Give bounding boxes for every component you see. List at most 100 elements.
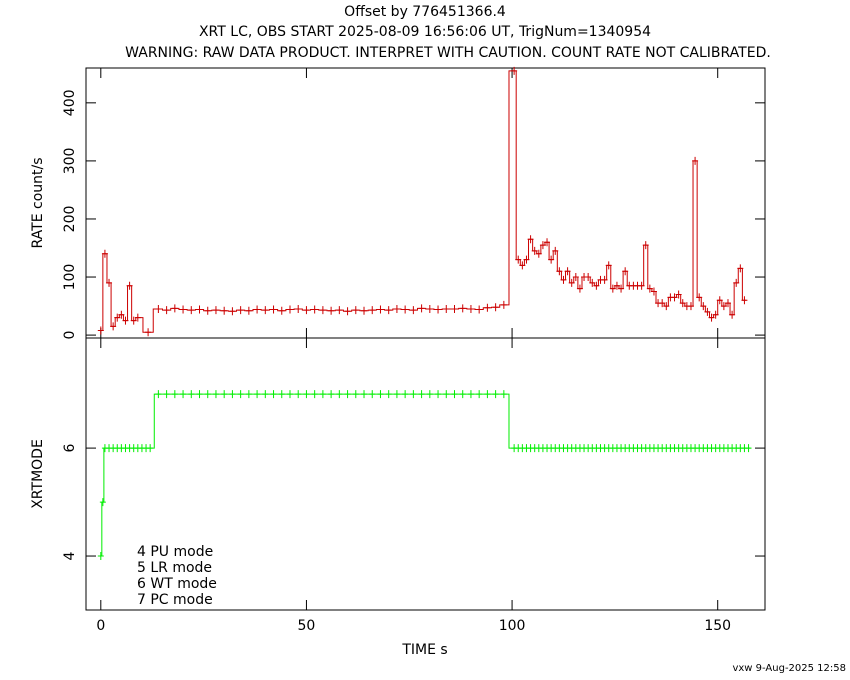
data-point [286,305,293,314]
data-point [671,293,678,302]
data-point [171,390,178,399]
y-tick-label: 100 [62,264,78,291]
data-point [126,281,133,290]
data-point [696,293,703,302]
data-point [262,306,269,315]
data-point [435,390,442,399]
data-point [609,284,616,293]
data-point [344,390,351,399]
data-point [229,307,236,316]
data-point [476,390,483,399]
data-point [716,296,723,305]
data-point [188,306,195,315]
y-tick-label: 4 [62,551,78,560]
data-point [443,304,450,313]
data-point [613,281,620,290]
data-point [638,281,645,290]
data-point [385,390,392,399]
data-point [601,275,608,284]
data-point [426,304,433,313]
legend-text: 6 WT mode [137,576,217,592]
data-point [687,302,694,311]
data-point [679,299,686,308]
data-point [402,305,409,314]
data-point [369,390,376,399]
chart-title: Offset by 776451366.4 [344,4,506,20]
data-point [180,305,187,314]
y-tick-label: 300 [62,148,78,175]
data-point [576,284,583,293]
y-tick-label: 200 [62,206,78,233]
data-point [196,305,203,314]
data-point [237,306,244,315]
data-point [568,278,575,287]
data-point [270,390,277,399]
data-point [188,390,195,399]
data-point [336,306,343,315]
data-point [134,313,141,322]
data-point [511,66,518,75]
data-point [377,305,384,314]
data-point [155,304,162,313]
data-point [212,306,219,315]
legend-text: 7 PC mode [137,592,213,608]
data-point [99,498,106,507]
x-tick-label: 150 [704,618,731,634]
data-point [295,390,302,399]
data-point [484,303,491,312]
data-point [221,390,228,399]
data-point [712,310,719,319]
data-point [459,304,466,313]
data-point [426,390,433,399]
data-point [97,326,104,335]
data-point [704,307,711,316]
data-point [467,390,474,399]
data-point [311,305,318,314]
data-point [459,390,466,399]
data-point [118,310,125,319]
data-point [229,390,236,399]
data-point [344,307,351,316]
x-tick-label: 0 [96,618,105,634]
data-point [163,390,170,399]
data-point [745,444,752,453]
data-point [451,390,458,399]
data-point [319,306,326,315]
data-point [476,305,483,314]
data-point [729,310,736,319]
data-point [552,246,559,255]
data-point [385,306,392,315]
data-point [519,261,526,270]
data-point [523,255,530,264]
data-point [492,303,499,312]
data-point [410,390,417,399]
data-point [527,235,534,244]
data-point [270,305,277,314]
data-point [180,390,187,399]
data-point [605,261,612,270]
data-point [585,273,592,282]
y-axis-label: XRTMODE [30,439,46,509]
data-point [377,390,384,399]
data-point [708,313,715,322]
data-point [564,267,571,276]
data-point [254,305,261,314]
data-point [130,316,137,325]
data-point [650,287,657,296]
y-tick-label: 400 [62,89,78,116]
data-point [286,390,293,399]
data-point [361,306,368,315]
data-point [675,290,682,299]
data-point [692,156,699,165]
step-line [99,393,751,557]
data-point [221,306,228,315]
chart-subtitle: XRT LC, OBS START 2025-08-09 16:56:06 UT… [199,24,651,40]
data-point [352,306,359,315]
data-point [443,390,450,399]
data-point [262,390,269,399]
data-point [544,238,551,247]
data-point [212,390,219,399]
data-point [196,390,203,399]
x-tick-label: 100 [499,618,526,634]
data-point [659,299,666,308]
